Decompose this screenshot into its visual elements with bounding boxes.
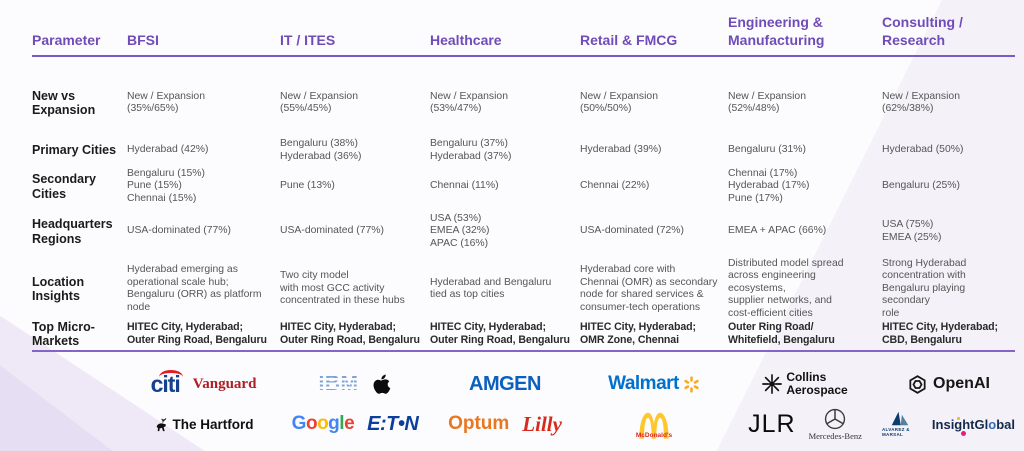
table-cell: USA (75%) EMEA (25%) bbox=[882, 219, 942, 243]
column-header-consulting-research: Consulting / Research bbox=[882, 14, 963, 48]
openai-logo: OpenAI bbox=[907, 374, 990, 395]
table-cell: Hyderabad (42%) bbox=[127, 144, 209, 156]
stag-icon bbox=[156, 417, 166, 431]
column-header-bfsi: BFSI bbox=[127, 31, 159, 48]
table-cell: Outer Ring Road/ Whitefield, Bengaluru bbox=[728, 321, 835, 346]
walmart-spark-icon bbox=[684, 375, 699, 393]
apple-icon bbox=[373, 374, 390, 394]
row-label: Headquarters Regions bbox=[32, 217, 113, 246]
golden-arches-icon bbox=[639, 412, 669, 439]
table-cell: Two city model with most GCC activity co… bbox=[280, 270, 405, 307]
row-label: Secondary Cities bbox=[32, 172, 96, 201]
table-cell: New / Expansion (62%/38%) bbox=[882, 90, 960, 114]
table-cell: Hyderabad and Bengaluru tied as top citi… bbox=[430, 276, 552, 301]
table-row-primary-cities: Primary Cities Hyderabad (42%) Bengaluru… bbox=[32, 133, 1015, 168]
table-cell: HITEC City, Hyderabad; Outer Ring Road, … bbox=[430, 321, 570, 346]
table-cell: Chennai (17%) Hyderabad (17%) Pune (17%) bbox=[728, 168, 810, 204]
walmart-logo: Walmart bbox=[608, 373, 700, 395]
collins-aerospace-logo: Collins Aerospace bbox=[762, 371, 848, 396]
table-row-headquarters-regions: Headquarters Regions USA-dominated (77%)… bbox=[32, 205, 1015, 258]
row-label: Top Micro-Markets bbox=[32, 319, 95, 348]
table-cell: Hyderabad core with Chennai (OMR) as sec… bbox=[580, 264, 718, 313]
table-cell: New / Expansion (35%/65%) bbox=[127, 90, 205, 114]
mcdonalds-logo: McDonald's bbox=[636, 409, 672, 439]
table-cell: Distributed model spread across engineer… bbox=[728, 258, 844, 319]
citi-logo: citi bbox=[151, 369, 183, 398]
table-cell: Bengaluru (38%) Hyderabad (36%) bbox=[280, 138, 362, 162]
openai-knot-icon bbox=[909, 374, 926, 394]
table-cell: New / Expansion (50%/50%) bbox=[580, 90, 658, 114]
table-cell: Hyderabad (39%) bbox=[580, 144, 662, 156]
table-cell: Chennai (22%) bbox=[580, 180, 650, 192]
optum-logo: Optum bbox=[448, 413, 510, 434]
collins-pinwheel-icon bbox=[762, 374, 783, 394]
logos-healthcare: AMGEN Optum Lilly bbox=[430, 368, 580, 440]
ibm-logo: IBM bbox=[318, 372, 359, 395]
logos-it-ites: IBM Google E:T•N bbox=[280, 368, 430, 440]
sector-comparison-table: Parameter BFSI IT / ITES Healthcare Reta… bbox=[32, 6, 1015, 352]
mercedes-benz-logo: Mercedes-Benz bbox=[809, 408, 862, 441]
mercedes-star-icon bbox=[825, 408, 846, 429]
table-cell: New / Expansion (52%/48%) bbox=[728, 90, 806, 114]
table-cell: Pune (13%) bbox=[280, 180, 335, 192]
table-row-location-insights: Location Insights Hyderabad emerging as … bbox=[32, 258, 1015, 319]
insight-global-logo: InsightGlobal bbox=[931, 416, 1015, 436]
table-cell: USA-dominated (77%) bbox=[280, 225, 384, 237]
row-label: New vs Expansion bbox=[32, 88, 96, 117]
table-cell: USA-dominated (72%) bbox=[580, 225, 684, 237]
table-cell: USA (53%) EMEA (32%) APAC (16%) bbox=[430, 212, 490, 249]
logos-bfsi: citi Vanguard The Hartford bbox=[127, 368, 280, 440]
table-cell: HITEC City, Hyderabad; OMR Zone, Chennai bbox=[580, 321, 696, 346]
column-header-retail-fmcg: Retail & FMCG bbox=[580, 31, 678, 48]
table-cell: New / Expansion (55%/45%) bbox=[280, 90, 358, 114]
amgen-logo: AMGEN bbox=[469, 372, 541, 395]
logos-engineering-manufacturing: Collins Aerospace JLR Mercedes-Benz bbox=[728, 368, 882, 440]
logo-strip: citi Vanguard The Hartford IBM bbox=[127, 368, 1015, 441]
alvarez-marsal-logo: ALVAREZ & MARSAL bbox=[882, 411, 919, 437]
table-row-secondary-cities: Secondary Cities Bengaluru (15%) Pune (1… bbox=[32, 168, 1015, 205]
table-cell: Bengaluru (31%) bbox=[728, 144, 806, 156]
table-cell: New / Expansion (53%/47%) bbox=[430, 90, 508, 114]
column-header-engineering-manufacturing: Engineering & Manufacturing bbox=[728, 14, 825, 48]
lilly-logo: Lilly bbox=[522, 411, 562, 436]
citi-arc-icon bbox=[158, 369, 183, 384]
table-cell: Bengaluru (25%) bbox=[882, 180, 960, 192]
table-row-top-micro-markets: Top Micro-Markets HITEC City, Hyderabad;… bbox=[32, 318, 1015, 352]
table-cell: Hyderabad (50%) bbox=[882, 144, 964, 156]
table-header-row: Parameter BFSI IT / ITES Healthcare Reta… bbox=[32, 6, 1015, 57]
table-cell: HITEC City, Hyderabad; Outer Ring Road, … bbox=[280, 321, 420, 346]
column-header-parameter: Parameter bbox=[32, 31, 101, 48]
vanguard-logo: Vanguard bbox=[192, 375, 257, 392]
table-cell: HITEC City, Hyderabad; CBD, Bengaluru bbox=[882, 321, 998, 346]
table-cell: USA-dominated (77%) bbox=[127, 225, 231, 237]
logos-retail-fmcg: Walmart McDonald's bbox=[580, 368, 728, 440]
table-cell: Chennai (11%) bbox=[430, 180, 499, 192]
table-row-new-vs-expansion: New vs Expansion New / Expansion (35%/65… bbox=[32, 57, 1015, 133]
row-label: Location Insights bbox=[32, 274, 85, 304]
table-cell: Bengaluru (15%) Pune (15%) Chennai (15%) bbox=[127, 168, 205, 204]
eaton-logo: E:T•N bbox=[367, 412, 419, 435]
row-label: Primary Cities bbox=[32, 143, 117, 158]
alvarez-marsal-icon bbox=[892, 411, 909, 426]
table-cell: EMEA + APAC (66%) bbox=[728, 225, 827, 237]
column-header-it-ites: IT / ITES bbox=[280, 31, 336, 48]
table-cell: Strong Hyderabad concentration with Beng… bbox=[882, 258, 967, 319]
the-hartford-logo: The Hartford bbox=[154, 417, 254, 432]
jlr-logo: JLR bbox=[748, 409, 796, 438]
table-cell: Bengaluru (37%) Hyderabad (37%) bbox=[430, 138, 512, 162]
table-cell: Hyderabad emerging as operational scale … bbox=[127, 264, 262, 313]
logos-consulting-research: OpenAI ALVAREZ & MARSAL InsightGlobal bbox=[882, 368, 1015, 440]
column-header-healthcare: Healthcare bbox=[430, 31, 502, 48]
google-logo: Google bbox=[291, 413, 355, 434]
table-cell: HITEC City, Hyderabad; Outer Ring Road, … bbox=[127, 321, 267, 346]
